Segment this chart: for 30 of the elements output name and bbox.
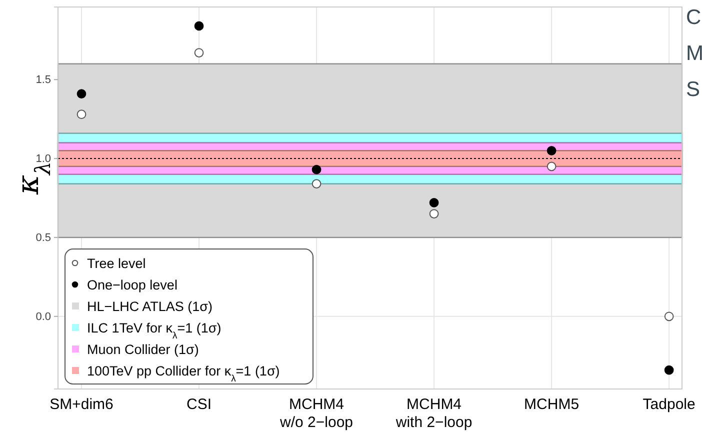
point bbox=[194, 21, 204, 31]
point bbox=[76, 110, 86, 120]
point bbox=[429, 209, 439, 218]
legend-label: ILC 1TeV for κ$_{λ}$=1 (1σ) bbox=[87, 320, 222, 341]
text: M bbox=[686, 42, 702, 65]
x-tick-label: SM+dim6 bbox=[50, 396, 114, 413]
x-tick-label: Tadpole bbox=[642, 396, 696, 413]
point bbox=[76, 89, 86, 98]
y-tick-label: 0.0 bbox=[36, 310, 51, 323]
x-tick-label: MCHM5 bbox=[524, 396, 580, 413]
text: S bbox=[686, 78, 700, 101]
point bbox=[664, 365, 674, 375]
legend-label: One−loop level bbox=[87, 278, 178, 292]
point bbox=[546, 162, 556, 172]
point bbox=[312, 164, 322, 174]
point bbox=[194, 48, 204, 58]
x-tick-label: MCHM4 with 2−loop bbox=[394, 396, 472, 431]
point bbox=[312, 179, 322, 188]
y-tick-label: 1.5 bbox=[36, 74, 51, 86]
legend-label: HL−LHC ATLAS (1σ) bbox=[87, 299, 213, 314]
text: C bbox=[686, 6, 702, 29]
x-tick-label: CSI bbox=[186, 396, 212, 413]
legend-label: 100TeV pp Collider for κ$_{λ}$=1 (1σ) bbox=[87, 364, 280, 384]
y-tick-label: 0.5 bbox=[36, 232, 51, 244]
point bbox=[429, 198, 439, 208]
legend-label: Muon Collider (1σ) bbox=[87, 342, 199, 357]
point bbox=[546, 146, 556, 156]
point bbox=[664, 312, 674, 322]
legend-label: Tree level bbox=[87, 256, 146, 271]
x-tick-label: MCHM4 w/o 2−loop bbox=[279, 396, 354, 431]
